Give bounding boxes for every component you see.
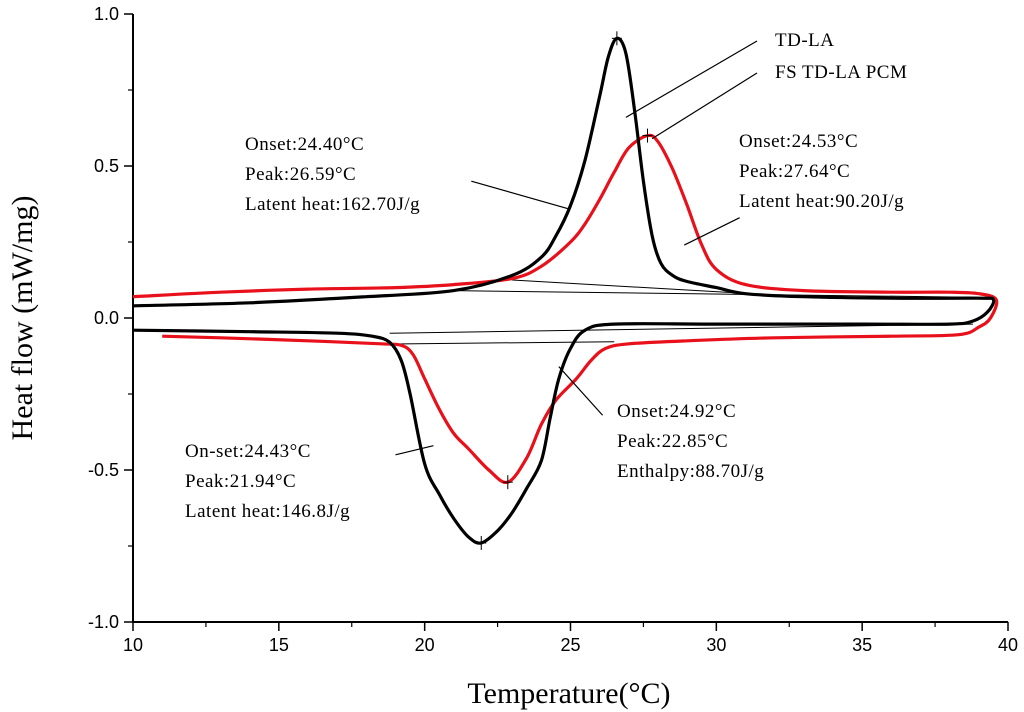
- legend-leader: [625, 40, 758, 118]
- annotation-text: Onset:24.40°C: [245, 134, 364, 155]
- series-line-td-la: [132, 36, 996, 545]
- annotation-text: Peak:21.94°C: [185, 471, 296, 492]
- y-tick-label: 1.0: [94, 4, 119, 24]
- x-tick-label: 25: [560, 635, 580, 655]
- annotation-text: Onset:24.53°C: [739, 131, 858, 152]
- y-axis-title: Heat flow (mW/mg): [6, 196, 39, 441]
- legend-leader: [651, 72, 758, 140]
- annotation-text: On-set:24.43°C: [185, 441, 311, 462]
- y-tick-label: -0.5: [88, 460, 119, 480]
- annotation-text: Peak:27.64°C: [739, 161, 850, 182]
- integration-baseline: [453, 290, 979, 298]
- annotation-text: Latent heat:146.8J/g: [185, 501, 350, 522]
- annotation-text: Enthalpy:88.70J/g: [617, 461, 764, 482]
- y-tick-label: 0.0: [94, 308, 119, 328]
- annotation-text: Onset:24.92°C: [617, 401, 736, 422]
- x-tick-label: 35: [852, 635, 872, 655]
- integration-baseline: [380, 341, 615, 345]
- legend-label: TD-LA: [775, 30, 834, 51]
- y-tick-label: -1.0: [88, 612, 119, 632]
- legend-label: FS TD-LA PCM: [775, 62, 907, 83]
- annotation-leader: [395, 445, 434, 456]
- annotation-text: Latent heat:90.20J/g: [739, 191, 904, 212]
- series-line-fs-td-la-pcm: [132, 133, 999, 485]
- annotation-leader: [558, 366, 604, 416]
- annotation-text: Latent heat:162.70J/g: [245, 194, 420, 215]
- annotation-leader: [683, 217, 740, 246]
- annotation-leader: [471, 180, 568, 210]
- x-tick-label: 20: [415, 635, 435, 655]
- annotation-text: Peak:26.59°C: [245, 164, 356, 185]
- y-tick-label: 0.5: [94, 156, 119, 176]
- x-tick-label: 30: [706, 635, 726, 655]
- x-axis-title: Temperature(°C): [467, 677, 670, 710]
- x-tick-label: 40: [998, 635, 1018, 655]
- annotation-text: Peak:22.85°C: [617, 431, 728, 452]
- x-tick-label: 15: [269, 635, 289, 655]
- x-tick-label: 10: [123, 635, 143, 655]
